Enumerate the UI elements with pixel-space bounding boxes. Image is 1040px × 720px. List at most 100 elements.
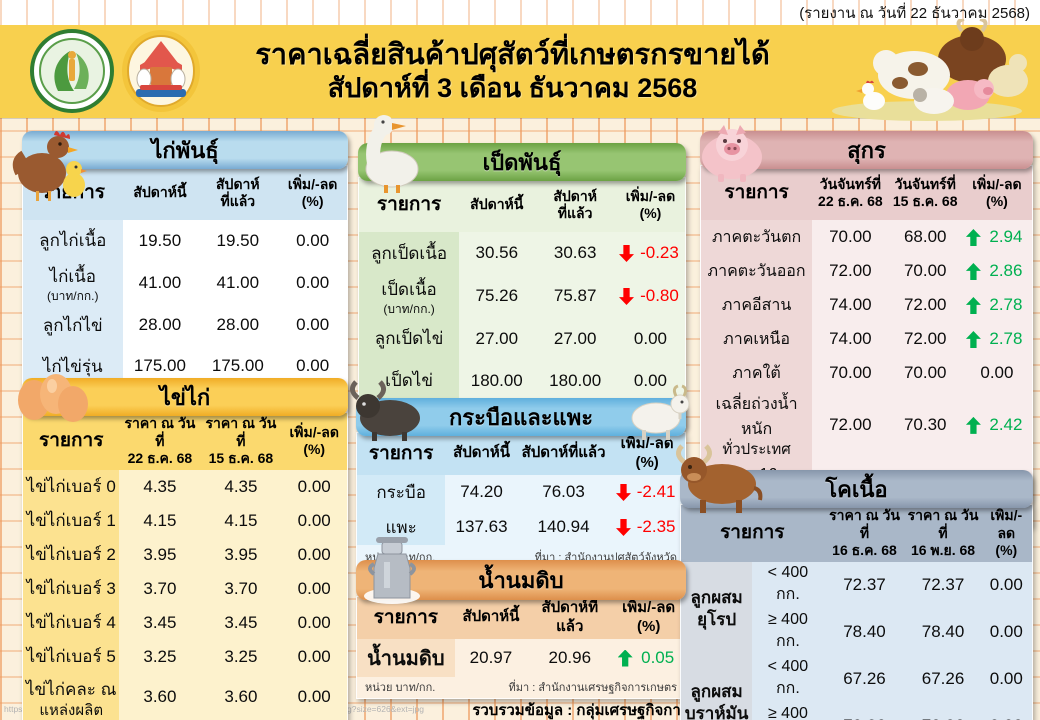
change-percent-cell: 0.00 [281, 469, 347, 504]
current-price-value: 3.95 [119, 537, 201, 572]
change-percent-value: 0.00 [989, 622, 1023, 641]
table-footer: หน่วย บาท/กก. ที่มา : สำนักงานเศรษฐกิจกา… [357, 676, 685, 698]
column-header: สัปดาห์ที่แล้ว [534, 178, 616, 232]
table-row: กระบือ 74.20 76.03 -2.41 [357, 474, 685, 510]
row-label: ไก่เนื้อ (บาท/กก.) [23, 261, 123, 305]
previous-price-value: 72.37 [905, 561, 981, 609]
change-percent-cell: 0.00 [615, 359, 685, 402]
table-title: ไข่ไก่ [159, 384, 211, 410]
column-header: ราคา ณ วันที่ 22 ธ.ค. 68 [119, 413, 201, 470]
column-header: เพิ่ม/-ลด (%) [278, 166, 347, 220]
current-price-value: 70.26 [823, 702, 906, 720]
current-price-value: 30.56 [459, 232, 535, 274]
column-header: สัปดาห์ที่แล้ว [517, 433, 610, 475]
current-price-value: 74.20 [445, 474, 518, 510]
change-percent-cell: 0.00 [281, 571, 347, 606]
previous-price-value: 28.00 [197, 304, 279, 346]
current-price-value: 3.70 [119, 571, 201, 606]
table-row: ไข่ไก่เบอร์ 5 3.25 3.25 0.00 [23, 639, 347, 674]
beef-cattle-price-card: โคเนื้อ รายการ ราคา ณ วันที่ 16 ธ.ค. 68 ราค… [676, 444, 1033, 720]
row-group-label: ลูกผสม บราห์มัน [681, 655, 753, 720]
change-percent-value: 0.00 [297, 510, 331, 530]
table-row: ไข่ไก่เบอร์ 4 3.45 3.45 0.00 [23, 605, 347, 640]
down-arrow-icon [619, 245, 634, 262]
current-price-value: 78.40 [823, 608, 906, 656]
change-percent-value: -2.35 [636, 517, 676, 536]
current-price-value: 4.35 [119, 469, 201, 504]
current-price-value: 180.00 [459, 359, 535, 402]
poster-title-line2: สัปดาห์ที่ 3 เดือน ธันวาคม 2568 [327, 73, 698, 104]
change-percent-cell: 2.78 [961, 322, 1032, 356]
farm-animals-illustration [822, 17, 1032, 128]
down-arrow-icon [616, 519, 631, 536]
current-price-value: 74.00 [812, 288, 889, 322]
change-percent-value: 0.05 [641, 647, 675, 667]
report-date-strip: (รายงาน ณ วันที่ 22 ธันวาคม 2568) [0, 0, 1040, 25]
previous-price-value: 30.63 [534, 232, 616, 274]
change-percent-value: 0.00 [633, 328, 667, 348]
previous-price-value: 3.70 [200, 571, 282, 606]
row-label: ลูกเป็ดเนื้อ [359, 232, 460, 274]
current-price-value: 137.63 [445, 509, 518, 545]
previous-price-value: 3.60 [200, 673, 282, 720]
row-label: ไข่ไก่เบอร์ 1 [23, 503, 120, 538]
column-header: รายการ [357, 597, 455, 639]
table-row: ลูกเป็ดเนื้อ 30.56 30.63 -0.23 [359, 232, 685, 274]
current-price-value: 3.25 [119, 639, 201, 674]
row-label: ลูกไก่ไข่ [23, 304, 123, 346]
table-title: น้ำนมดิบ [478, 567, 564, 593]
column-header: สัปดาห์นี้ [122, 166, 198, 220]
previous-price-value: 3.45 [200, 605, 282, 640]
previous-price-value: 72.00 [888, 322, 962, 356]
previous-price-value: 3.95 [200, 537, 282, 572]
change-percent-cell: 0.00 [980, 561, 1032, 609]
change-percent-value: 2.78 [989, 295, 1023, 314]
change-percent-value: 0.00 [296, 315, 330, 335]
change-percent-value: -2.41 [636, 482, 676, 501]
current-price-value: 3.60 [119, 673, 201, 720]
current-price-value: 20.97 [454, 638, 528, 677]
change-percent-cell: 0.00 [278, 304, 347, 346]
change-percent-cell: 0.00 [281, 673, 347, 720]
table-title: สุกร [847, 137, 886, 163]
previous-price-value: 70.00 [888, 356, 962, 390]
change-percent-cell: 0.00 [281, 605, 347, 640]
table-row: ไข่ไก่คละ ณแหล่งผลิต 3.60 3.60 0.00 [23, 673, 347, 720]
previous-price-value: 72.00 [888, 288, 962, 322]
row-label: ไข่ไก่เบอร์ 3 [23, 571, 120, 606]
table-row: ≥ 400 กก.70.2670.260.00 [681, 702, 1032, 720]
previous-price-value: 70.30 [888, 390, 962, 460]
ministry-of-agriculture-logo [30, 29, 114, 118]
table-row: ภาคอีสาน 74.00 72.00 2.78 [701, 288, 1032, 322]
change-percent-value: 0.00 [297, 476, 331, 496]
current-price-value: 72.37 [823, 561, 906, 609]
column-header: สัปดาห์นี้ [454, 597, 528, 639]
change-percent-value: -0.80 [640, 285, 679, 305]
cow-icon [674, 444, 770, 521]
row-label: ลูกไก่เนื้อ [23, 220, 123, 261]
change-percent-cell: 0.00 [278, 220, 347, 261]
row-label: ภาคเหนือ [701, 322, 813, 356]
column-header: รายการ [357, 433, 446, 475]
duck-icon [360, 111, 426, 200]
up-arrow-icon [965, 263, 981, 281]
row-label: ไข่ไก่เบอร์ 4 [23, 605, 120, 640]
row-label: ภาคใต้ [701, 356, 813, 390]
table-row: ภาคตะวันตก 70.00 68.00 2.94 [701, 220, 1032, 254]
change-percent-cell: 0.00 [281, 537, 347, 572]
previous-price-value: 4.35 [200, 469, 282, 504]
row-label: เป็ดไข่ [359, 359, 460, 402]
up-arrow-icon [617, 649, 633, 667]
price-table: รายการ สัปดาห์นี้ สัปดาห์ที่แล้ว เพิ่ม/-ลด … [356, 596, 686, 699]
previous-price-value: 67.26 [905, 655, 981, 703]
change-percent-cell: 0.00 [961, 356, 1032, 390]
table-title: เป็ดพันธุ์ [482, 149, 562, 175]
header-band: ราคาเฉลี่ยสินค้าปศุสัตว์ที่เกษตรกรขายได้… [0, 17, 1040, 121]
column-header: รายการ [359, 178, 460, 232]
poster-title: ราคาเฉลี่ยสินค้าปศุสัตว์ที่เกษตรกรขายได้… [205, 25, 820, 118]
change-percent-value: 0.00 [297, 646, 331, 666]
row-label: กระบือ [357, 474, 446, 510]
current-price-value: 27.00 [459, 317, 535, 360]
change-percent-cell: 0.00 [980, 608, 1032, 656]
row-label: ≥ 400 กก. [752, 608, 824, 656]
